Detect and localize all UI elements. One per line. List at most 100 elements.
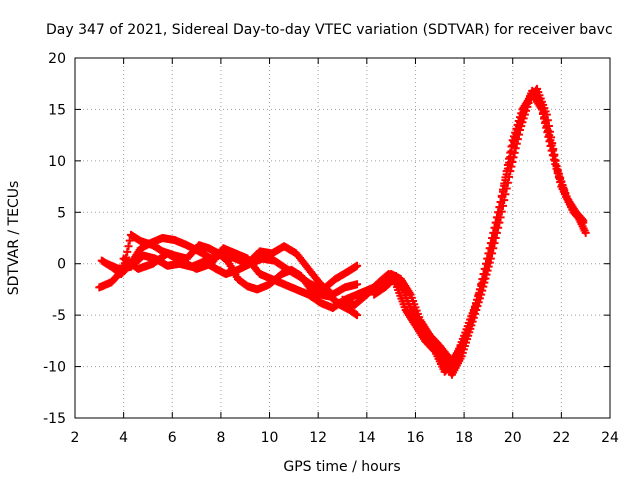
y-tick-label: 20 xyxy=(48,51,66,67)
data-point xyxy=(518,118,527,127)
data-point xyxy=(480,278,489,287)
data-point xyxy=(512,139,521,148)
data-point xyxy=(517,122,526,131)
data-point xyxy=(559,185,568,194)
data-point xyxy=(481,274,490,283)
data-point xyxy=(556,173,565,182)
data-point xyxy=(507,162,516,171)
data-point xyxy=(484,262,493,271)
data-point xyxy=(353,280,362,289)
x-tick-label: 18 xyxy=(455,430,473,446)
x-tick-label: 20 xyxy=(504,430,522,446)
data-point xyxy=(524,99,533,107)
data-point xyxy=(558,181,567,190)
data-point xyxy=(489,244,498,253)
data-point xyxy=(553,165,562,174)
data-point xyxy=(353,311,362,320)
x-tick-label: 6 xyxy=(168,430,177,446)
data-point xyxy=(483,266,492,275)
data-point xyxy=(499,201,507,210)
data-point xyxy=(523,102,532,111)
data-point xyxy=(552,162,561,170)
data-point xyxy=(488,249,497,258)
data-point xyxy=(353,261,362,270)
data-point xyxy=(474,298,483,307)
x-tick-label: 8 xyxy=(216,430,225,446)
data-point xyxy=(479,282,488,291)
data-point xyxy=(125,236,134,245)
y-tick-label: 15 xyxy=(48,102,66,118)
data-point xyxy=(557,177,566,186)
data-point xyxy=(477,290,486,299)
data-point xyxy=(561,189,570,197)
data-point xyxy=(482,270,491,279)
x-tick-label: 14 xyxy=(358,430,376,446)
y-tick-label: 5 xyxy=(57,205,66,221)
x-tick-label: 22 xyxy=(552,430,570,446)
y-axis-label: SDTVAR / TECUs xyxy=(6,181,22,296)
data-point xyxy=(519,114,528,123)
data-point xyxy=(554,169,563,178)
x-tick-label: 24 xyxy=(601,430,619,446)
data-point xyxy=(496,213,505,222)
data-point xyxy=(551,156,560,165)
data-point xyxy=(468,317,477,326)
data-point xyxy=(467,321,476,330)
data-point xyxy=(123,247,132,256)
x-tick-label: 4 xyxy=(119,430,128,446)
data-point xyxy=(542,110,551,119)
data-point xyxy=(511,144,520,153)
data-point xyxy=(124,242,133,251)
data-point xyxy=(501,190,510,199)
data-point xyxy=(472,306,481,314)
x-tick-label: 10 xyxy=(261,430,279,446)
data-point xyxy=(548,139,557,148)
data-point xyxy=(510,148,519,157)
x-tick-label: 12 xyxy=(309,430,327,446)
data-point xyxy=(581,228,590,237)
data-point xyxy=(550,150,559,159)
x-tick-label: 2 xyxy=(71,430,80,446)
data-point xyxy=(495,218,504,227)
data-point xyxy=(490,239,499,248)
data-point xyxy=(486,254,495,263)
data-point xyxy=(546,127,555,136)
data-point xyxy=(475,294,484,303)
series-track-6 xyxy=(370,84,588,379)
data-point xyxy=(492,228,501,237)
data-point xyxy=(505,172,514,181)
data-point xyxy=(471,309,480,318)
data-point xyxy=(469,313,478,322)
data-point xyxy=(497,207,506,216)
data-point xyxy=(491,234,500,242)
data-point xyxy=(516,126,525,134)
data-point xyxy=(503,178,512,187)
plot-frame xyxy=(74,57,611,419)
y-tick-label: -5 xyxy=(52,308,66,324)
data-point xyxy=(578,215,587,224)
data-point xyxy=(494,223,503,232)
chart-title: Day 347 of 2021, Sidereal Day-to-day VTE… xyxy=(46,22,613,38)
data-point xyxy=(500,196,509,205)
data-point xyxy=(506,167,515,176)
data-point xyxy=(544,122,553,130)
data-point xyxy=(522,106,531,115)
data-point xyxy=(543,116,552,125)
data-point xyxy=(520,110,529,119)
data-point xyxy=(514,130,523,139)
y-tick-label: 10 xyxy=(48,154,66,170)
y-tick-label: -15 xyxy=(43,411,66,427)
data-point xyxy=(579,216,588,225)
y-tick-label: -10 xyxy=(43,360,66,376)
grid-lines xyxy=(75,58,610,418)
x-tick-label: 16 xyxy=(407,430,425,446)
data-point xyxy=(513,135,522,144)
data-point xyxy=(485,258,494,267)
y-tick-label: 0 xyxy=(57,257,66,273)
data-point xyxy=(473,302,482,311)
data-point xyxy=(478,286,487,295)
data-point xyxy=(509,153,518,162)
x-axis-label: GPS time / hours xyxy=(283,459,400,475)
